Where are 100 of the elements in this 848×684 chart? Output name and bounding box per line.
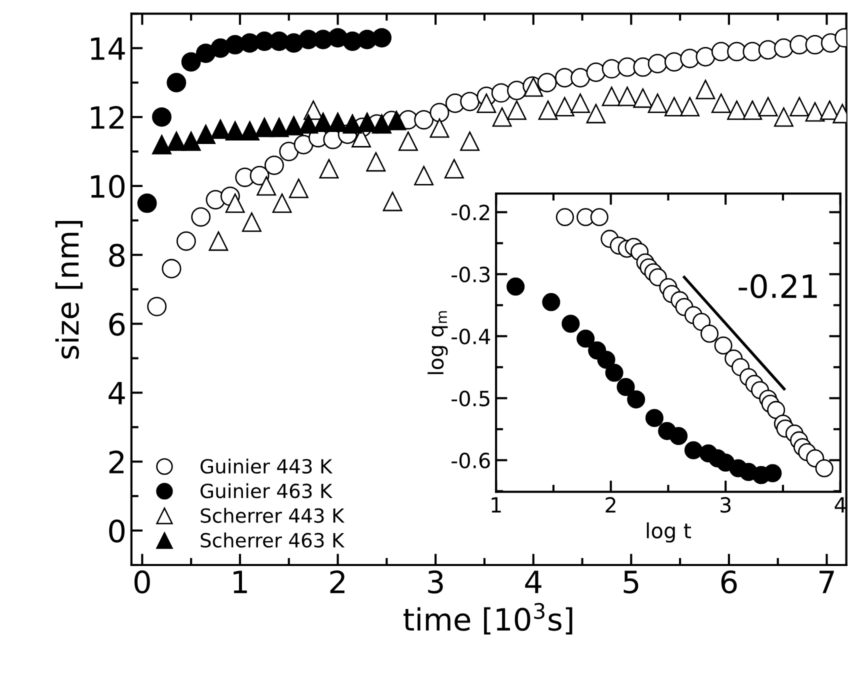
point	[576, 330, 595, 348]
point	[357, 112, 377, 132]
point	[414, 166, 434, 186]
point	[805, 102, 825, 122]
point	[210, 119, 230, 139]
point	[714, 336, 732, 354]
point	[386, 110, 406, 130]
x-tick-label: 2	[606, 497, 616, 512]
point	[586, 104, 606, 124]
point	[319, 159, 339, 178]
point	[269, 118, 289, 138]
point	[264, 156, 284, 176]
point	[372, 28, 392, 48]
point	[696, 47, 716, 66]
point	[570, 68, 590, 88]
point	[430, 118, 450, 138]
point	[196, 124, 216, 144]
point	[648, 94, 668, 113]
x-tick-label: 2	[330, 570, 344, 594]
point	[176, 231, 196, 251]
point	[556, 208, 574, 226]
y-tick-label: 4	[108, 382, 125, 404]
point	[242, 212, 262, 232]
x-tick-label: 1	[234, 570, 247, 594]
point	[166, 131, 186, 151]
point	[208, 231, 228, 251]
point	[181, 131, 201, 151]
point	[790, 96, 810, 116]
x-tick-label: 7	[820, 570, 834, 594]
point	[444, 159, 464, 178]
point	[430, 102, 450, 122]
point	[774, 38, 794, 58]
point	[554, 96, 574, 116]
annotation: -0.21	[738, 274, 817, 298]
point	[664, 52, 684, 72]
x-tick-label: 4	[834, 497, 846, 512]
point	[272, 193, 292, 213]
point	[602, 86, 622, 106]
point	[758, 96, 778, 116]
point	[815, 459, 834, 478]
point	[590, 208, 608, 226]
point	[764, 464, 782, 482]
legend-label: Guinier 443 K	[200, 458, 333, 474]
point	[645, 408, 664, 428]
point	[162, 258, 182, 278]
y-axis-title: log q$_{m}$	[428, 311, 448, 374]
point	[570, 94, 590, 113]
point	[196, 44, 216, 64]
point	[506, 278, 525, 296]
point	[758, 40, 778, 60]
point	[586, 62, 606, 82]
point	[774, 107, 794, 127]
point	[507, 80, 526, 100]
point	[382, 192, 402, 212]
point	[460, 131, 480, 151]
point	[742, 42, 762, 62]
y-tick-label: 10	[91, 174, 125, 198]
legend-label: Scherrer 443 K	[200, 508, 345, 523]
y-axis-title: size [nm]	[55, 220, 83, 359]
point	[372, 114, 392, 134]
point	[256, 176, 276, 196]
point	[633, 88, 653, 108]
y-tick-label: 2	[109, 450, 124, 474]
y-tick-label: -0.3	[452, 266, 490, 282]
point	[366, 152, 386, 172]
point	[627, 390, 646, 408]
point	[254, 118, 274, 138]
point	[147, 296, 167, 316]
point	[542, 293, 560, 312]
y-tick-label: -0.2	[452, 204, 490, 220]
point	[562, 314, 580, 333]
y-tick-label: -0.5	[452, 390, 490, 406]
point	[605, 364, 624, 382]
y-tick-label: 8	[109, 244, 124, 267]
point	[298, 114, 318, 134]
x-tick-label: 4	[525, 570, 542, 594]
point	[670, 426, 688, 446]
point	[538, 100, 558, 120]
x-tick-label: 0	[134, 570, 150, 594]
x-tick-label: 6	[721, 570, 737, 594]
point	[711, 42, 731, 62]
legend-label: Scherrer 463 K	[200, 532, 345, 548]
point	[767, 400, 786, 419]
point	[460, 92, 480, 112]
point	[696, 80, 716, 100]
point	[476, 94, 496, 113]
point	[790, 34, 810, 54]
x-axis-title: log t	[646, 522, 691, 543]
x-tick-label: 3	[720, 497, 731, 513]
point	[554, 68, 574, 88]
x-tick-label: 1	[492, 497, 501, 512]
point	[294, 134, 314, 154]
point	[492, 107, 512, 127]
point	[742, 100, 762, 120]
point	[648, 54, 668, 74]
point	[616, 378, 635, 396]
y-tick-label: 12	[91, 106, 124, 129]
point	[279, 142, 299, 162]
point	[491, 83, 511, 103]
point	[805, 34, 825, 54]
